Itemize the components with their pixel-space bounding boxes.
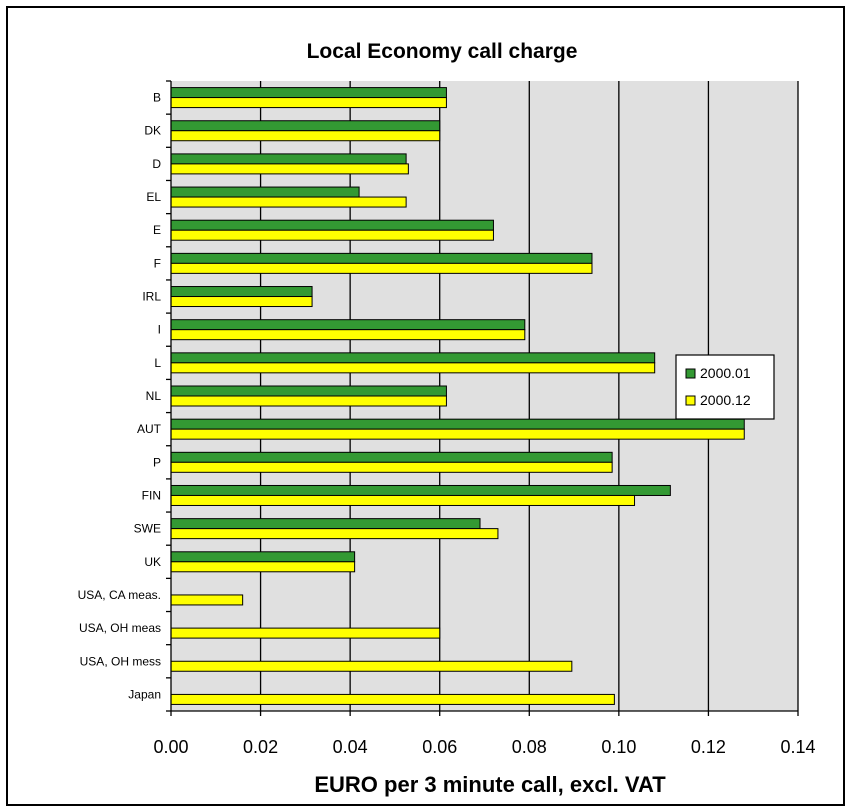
bar-aut-2000-01 <box>170 418 745 430</box>
category-label: USA, OH mess <box>80 654 161 668</box>
legend-label-2000-01: 2000.01 <box>700 365 751 381</box>
bar-el-2000-12 <box>170 196 407 208</box>
bar-dk-2000-01 <box>170 120 441 132</box>
bar-usa-ca-meas-2000-12 <box>170 594 244 606</box>
bar-i-2000-01 <box>170 319 526 331</box>
category-label: UK <box>144 555 161 569</box>
bar-f-2000-01 <box>170 252 593 264</box>
x-tick-labels: 0.00 0.02 0.04 0.06 0.08 0.10 0.12 0.14 <box>153 737 815 757</box>
bar-f-2000-12 <box>170 262 593 274</box>
x-axis-label: EURO per 3 minute call, excl. VAT <box>314 772 666 797</box>
category-label: NL <box>146 389 162 403</box>
bar-uk-2000-12 <box>170 561 356 573</box>
category-label: E <box>153 223 161 237</box>
x-tick-label: 0.08 <box>512 737 547 757</box>
category-label: Japan <box>128 687 161 701</box>
bar-fin-2000-01 <box>170 484 671 496</box>
bar-b-2000-01 <box>170 87 447 99</box>
legend-swatch-2000-12 <box>685 395 696 406</box>
x-tick-label: 0.06 <box>422 737 457 757</box>
category-label: F <box>154 256 161 270</box>
x-tick-label: 0.04 <box>333 737 368 757</box>
bar-e-2000-01 <box>170 219 494 231</box>
category-label: SWE <box>134 522 161 536</box>
category-labels: B DK D EL E F IRL I L NL AUT P FIN SWE UK USA, CA meas.… <box>78 91 162 702</box>
bar-swe-2000-01 <box>170 518 481 530</box>
bar-nl-2000-01 <box>170 385 447 397</box>
bar-usa-oh-mess-2000-12 <box>170 660 573 672</box>
category-label: USA, OH meas <box>79 621 161 635</box>
bar-b-2000-12 <box>170 97 447 109</box>
bar-chart: Local Economy call charge B DK D EL E F IRL I L N… <box>78 40 816 797</box>
category-label: FIN <box>142 488 161 502</box>
category-label: AUT <box>137 422 162 436</box>
bar-l-2000-12 <box>170 362 656 374</box>
chart-title: Local Economy call charge <box>307 40 578 63</box>
category-label: EL <box>146 190 161 204</box>
x-tick-label: 0.10 <box>601 737 636 757</box>
axes <box>166 80 799 716</box>
bar-el-2000-01 <box>170 186 360 198</box>
chart-frame: Local Economy call charge B DK D EL E F IRL I L N… <box>6 6 845 806</box>
bar-d-2000-12 <box>170 163 409 175</box>
bar-dk-2000-12 <box>170 130 441 142</box>
bar-usa-oh-meas-2000-12 <box>170 627 441 639</box>
x-tick-label: 0.12 <box>691 737 726 757</box>
category-label: I <box>158 323 161 337</box>
bar-i-2000-12 <box>170 329 526 341</box>
category-label: P <box>153 455 161 469</box>
x-tick-label: 0.02 <box>243 737 278 757</box>
category-label: DK <box>144 124 161 138</box>
category-label: IRL <box>142 290 161 304</box>
bar-irl-2000-01 <box>170 286 313 298</box>
bar-japan-2000-12 <box>170 693 615 705</box>
bar-nl-2000-12 <box>170 395 447 407</box>
bar-fin-2000-12 <box>170 494 636 506</box>
legend: 2000.01 2000.12 <box>675 354 775 420</box>
bar-swe-2000-12 <box>170 528 499 540</box>
bar-irl-2000-12 <box>170 296 313 308</box>
x-tick-label: 0.14 <box>780 737 815 757</box>
bar-p-2000-12 <box>170 461 613 473</box>
category-label: L <box>154 356 161 370</box>
x-tick-label: 0.00 <box>153 737 188 757</box>
legend-label-2000-12: 2000.12 <box>700 392 751 408</box>
category-label: D <box>152 157 161 171</box>
legend-box <box>675 354 775 420</box>
bar-l-2000-01 <box>170 352 656 364</box>
bar-uk-2000-01 <box>170 551 356 563</box>
bar-p-2000-01 <box>170 451 613 463</box>
bars <box>170 87 745 705</box>
category-label: USA, CA meas. <box>78 588 161 602</box>
bar-e-2000-12 <box>170 229 494 241</box>
category-label: B <box>153 91 161 105</box>
bar-aut-2000-12 <box>170 428 745 440</box>
bar-d-2000-01 <box>170 153 407 165</box>
legend-swatch-2000-01 <box>685 368 696 379</box>
